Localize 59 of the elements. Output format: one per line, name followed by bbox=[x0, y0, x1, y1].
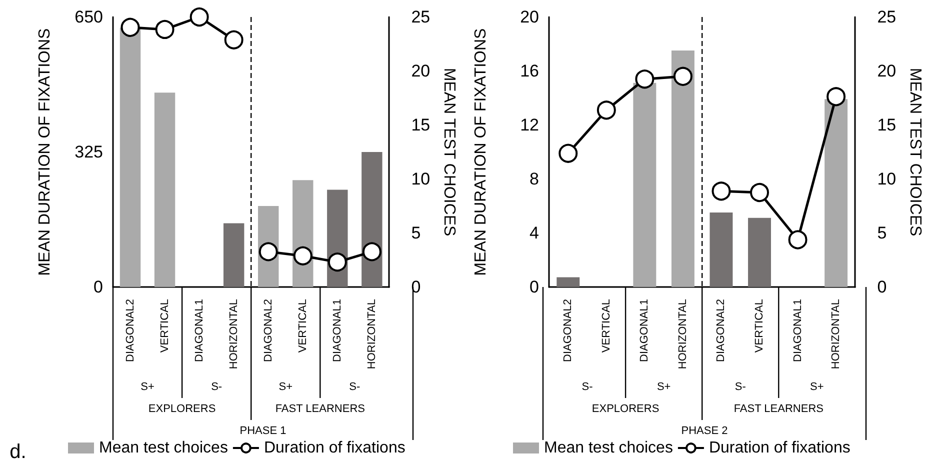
text: S- bbox=[734, 381, 746, 393]
x-tick-label: HORIZONTAL bbox=[830, 299, 842, 370]
legend-label: Duration of fixations bbox=[708, 440, 850, 456]
text: S+ bbox=[278, 381, 292, 393]
x-tick-label: HORIZONTAL bbox=[676, 299, 689, 370]
text: S- bbox=[582, 381, 594, 393]
x-tick-label: DIAGONAL2 bbox=[124, 299, 136, 362]
text: S+ bbox=[810, 381, 824, 393]
y2-tick-label: 25 bbox=[877, 8, 896, 26]
x-tick-label: HORIZONTAL bbox=[366, 299, 378, 370]
text: FAST LEARNERS bbox=[275, 403, 365, 415]
x-tick-label: HORIZONTAL bbox=[228, 299, 240, 370]
legend-label: Mean test choices bbox=[544, 440, 673, 456]
y-tick-label: 12 bbox=[520, 116, 539, 134]
y-tick-label: 8 bbox=[530, 170, 539, 188]
y-tick-label: 0 bbox=[94, 278, 103, 296]
x-tick-label: VERTICAL bbox=[754, 299, 766, 353]
x-tick-label: DIAGONAL1 bbox=[792, 299, 804, 362]
y-tick-label: 325 bbox=[74, 142, 103, 162]
y2-axis-title: MEAN TEST CHOICES bbox=[440, 68, 458, 236]
y2-tick-label: 5 bbox=[411, 224, 421, 242]
x-axis-title: PHASE 1 bbox=[240, 425, 286, 437]
x-tick-label: DIAGONAL2 bbox=[562, 299, 574, 362]
y-tick-label: 4 bbox=[530, 224, 539, 242]
text: d. bbox=[10, 441, 26, 463]
legend-label: Mean test choices bbox=[99, 440, 228, 456]
y-tick-label: 650 bbox=[74, 8, 103, 26]
text: EXPLORERS bbox=[592, 403, 660, 415]
y2-tick-label: 25 bbox=[411, 8, 430, 26]
text: FAST LEARNERS bbox=[734, 403, 824, 415]
y2-tick-label: 15 bbox=[877, 116, 896, 134]
text: EXPLORERS bbox=[148, 403, 216, 415]
x-tick-label: VERTICAL bbox=[296, 299, 309, 353]
x-tick-label: DIAGONAL1 bbox=[638, 299, 651, 362]
x-axis-title: PHASE 2 bbox=[681, 425, 728, 437]
y2-tick-label: 10 bbox=[411, 170, 430, 188]
text: S- bbox=[349, 381, 361, 393]
x-tick-label: DIAGONAL1 bbox=[193, 299, 206, 362]
y2-tick-label: 20 bbox=[411, 62, 430, 80]
text: S- bbox=[211, 381, 222, 393]
y2-tick-label: 10 bbox=[877, 170, 896, 188]
y2-tick-label: 0 bbox=[877, 278, 887, 296]
legend-label: Duration of fixations bbox=[264, 440, 406, 456]
y2-axis-title: MEAN TEST CHOICES bbox=[906, 68, 924, 236]
y-axis-title: MEAN DURATION OF FIXATIONS bbox=[472, 28, 490, 276]
y2-tick-label: 20 bbox=[877, 62, 896, 80]
x-tick-label: DIAGONAL2 bbox=[715, 299, 728, 362]
x-tick-label: VERTICAL bbox=[600, 299, 612, 353]
text: S+ bbox=[656, 381, 671, 393]
y-tick-label: 16 bbox=[520, 62, 539, 80]
y2-tick-label: 15 bbox=[411, 116, 430, 134]
y-axis-title: MEAN DURATION OF FIXATIONS bbox=[36, 28, 54, 276]
x-tick-label: VERTICAL bbox=[158, 299, 171, 353]
y-tick-label: 0 bbox=[530, 278, 539, 296]
x-tick-label: DIAGONAL1 bbox=[331, 299, 344, 362]
y2-tick-label: 5 bbox=[877, 224, 887, 242]
x-tick-label: DIAGONAL2 bbox=[262, 299, 274, 362]
y-tick-label: 20 bbox=[520, 8, 539, 26]
text: S+ bbox=[140, 381, 154, 393]
